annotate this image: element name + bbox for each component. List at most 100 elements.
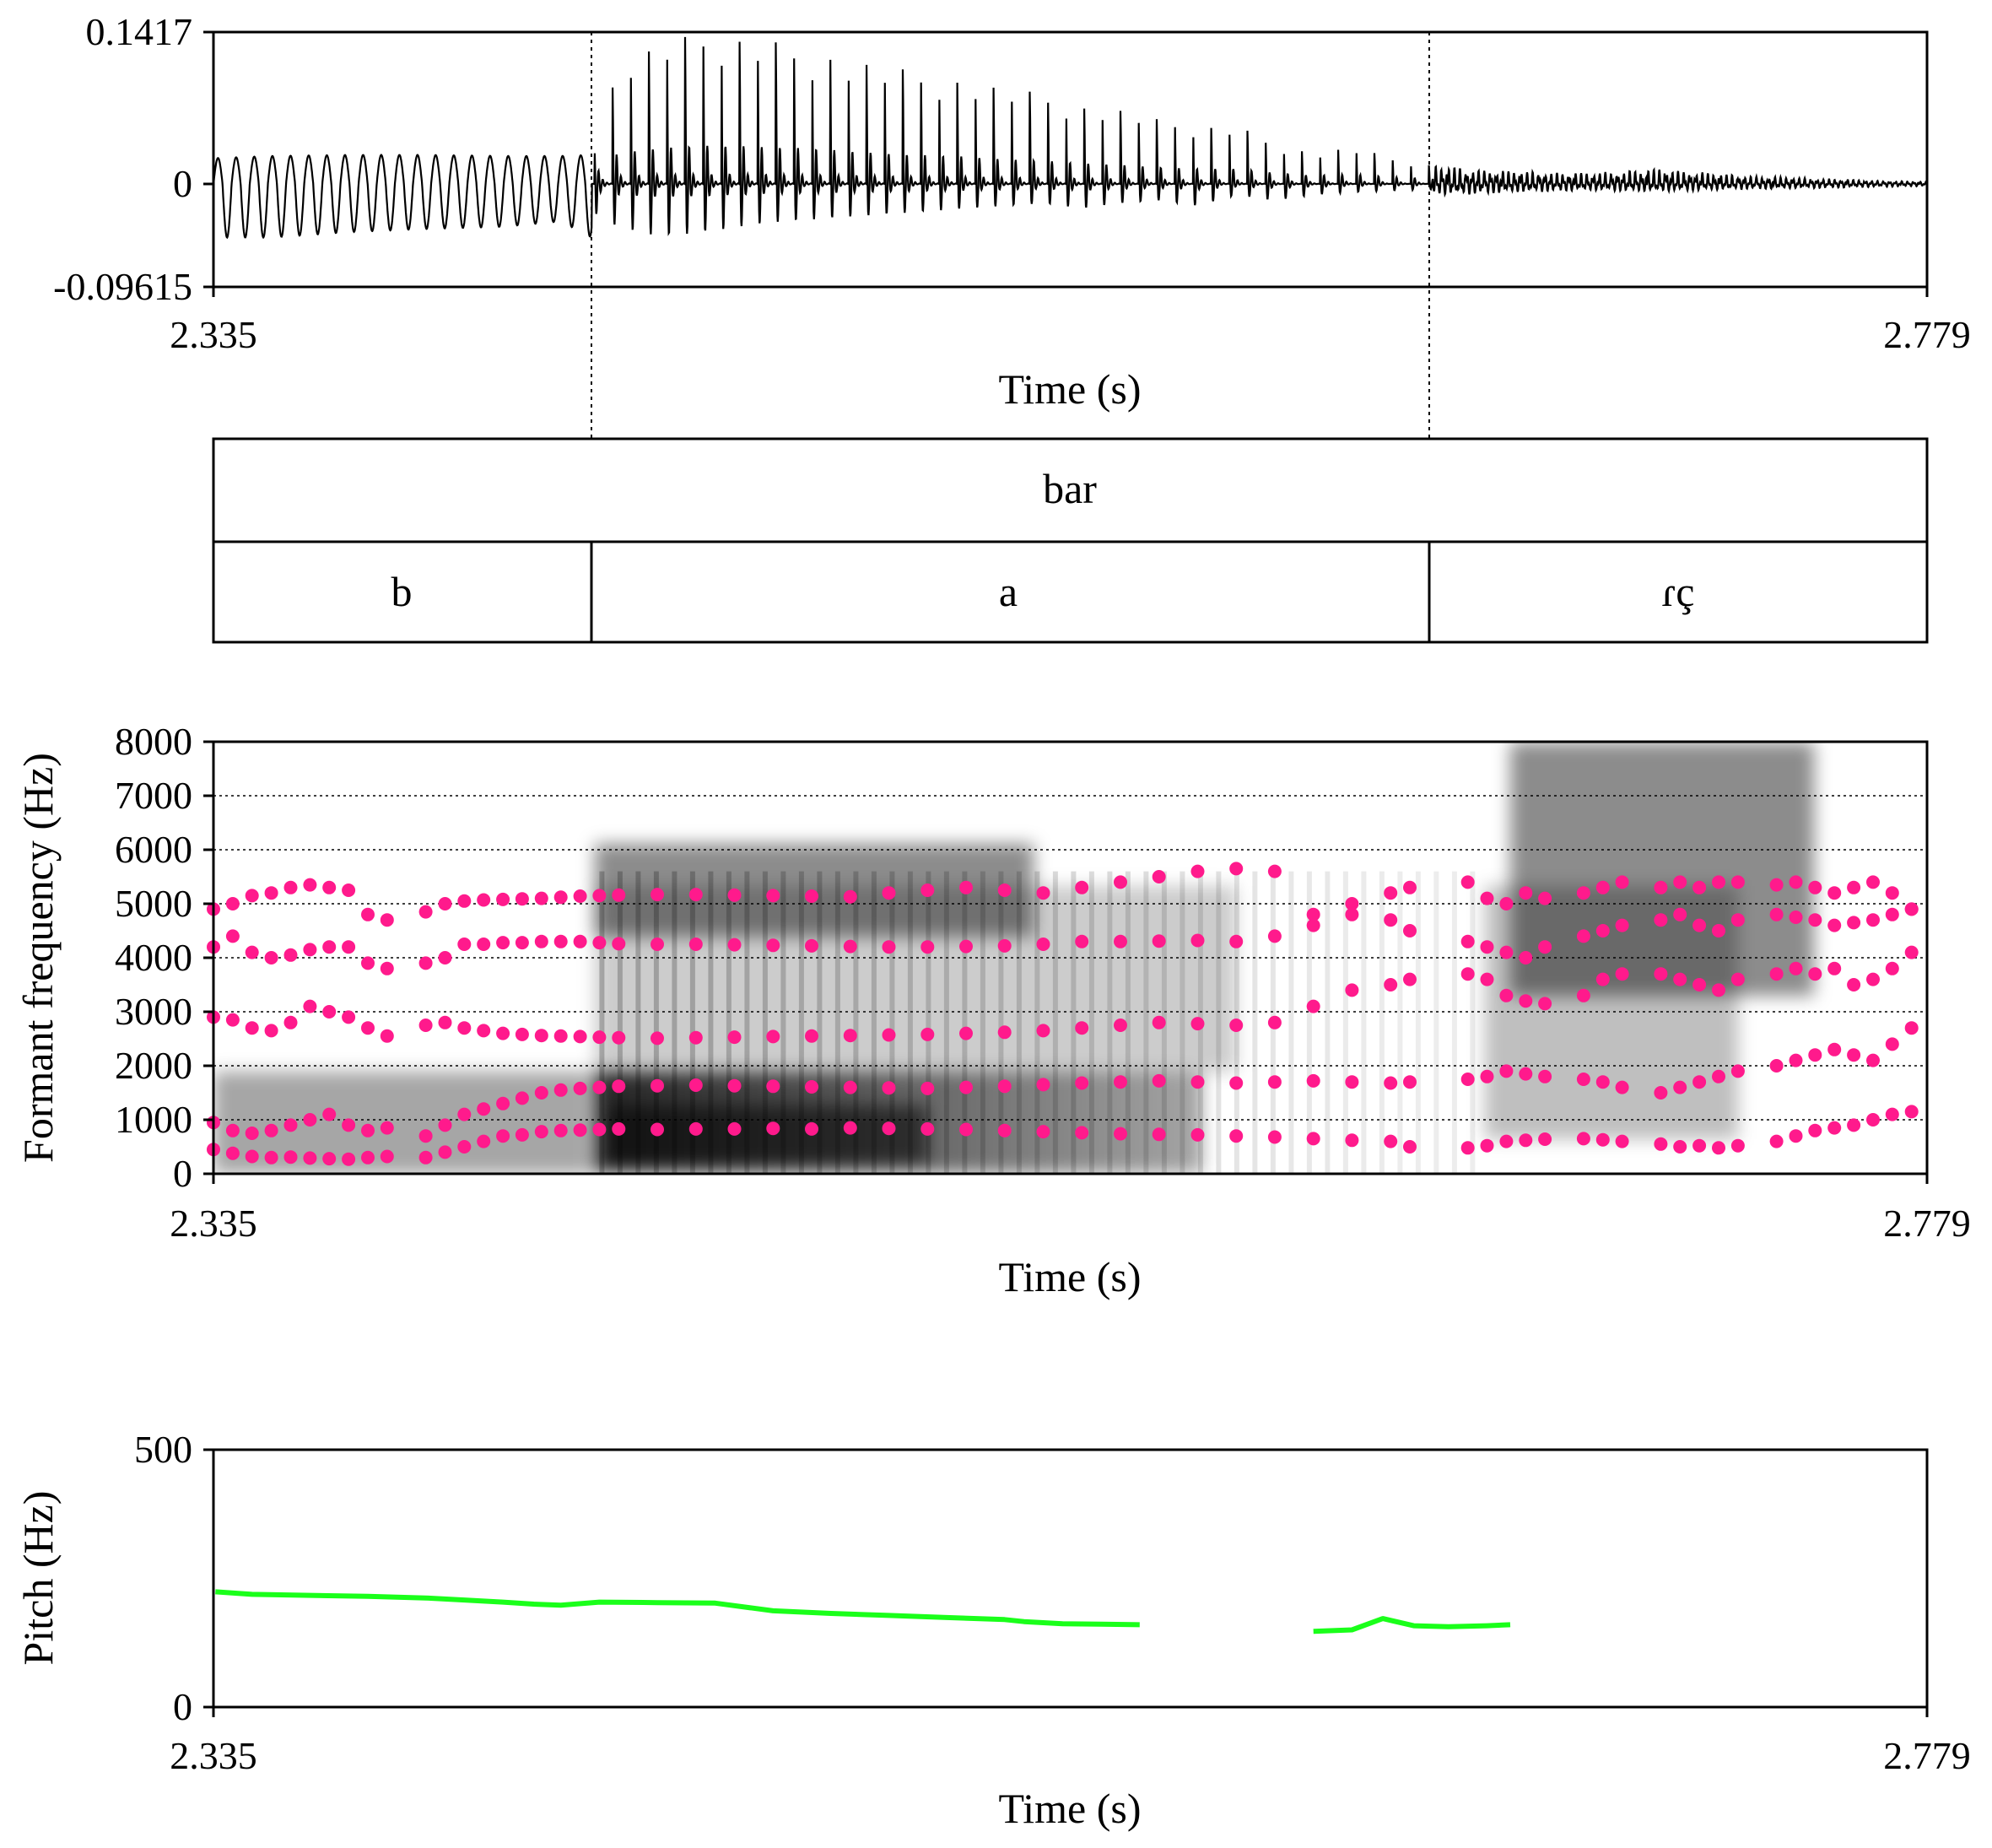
formant-point-f3 [573,1029,587,1044]
spectrogram-ytick-label: 2000 [115,1044,192,1087]
formant-point-f4 [959,939,973,954]
formant-point-f1 [1654,1137,1668,1151]
formant-point-f5 [438,897,452,910]
formant-point-f4 [997,938,1012,953]
formant-point-f3 [1730,972,1745,986]
glottal-striation [1415,871,1421,1174]
formant-point-f5 [1499,897,1514,910]
formant-point-f3 [322,1005,337,1019]
glottal-striation [1342,871,1348,1174]
formant-point-f2 [1712,1069,1725,1083]
formant-point-f3 [418,1019,433,1032]
formant-point-f5 [418,905,433,919]
formant-point-f1 [1769,1134,1784,1148]
formant-point-f3 [1615,967,1629,981]
formant-point-f2 [1904,1021,1919,1035]
formant-point-f3 [245,1021,259,1035]
formant-point-f5 [997,883,1012,897]
formant-point-f4 [1866,913,1880,927]
formant-point-f5 [1576,886,1590,900]
formant-point-f5 [477,893,491,907]
formant-point-f1 [457,1140,472,1154]
formant-point-f1 [1789,1129,1803,1143]
formant-point-f3 [457,1021,472,1035]
formant-point-f1 [805,1121,818,1136]
formant-point-f3 [361,1021,375,1035]
formant-point-f2 [1114,1075,1127,1089]
formant-point-f3 [283,1015,298,1029]
formant-point-f4 [1075,934,1089,948]
formant-point-f4 [1769,907,1784,921]
formant-point-f3 [1267,1015,1282,1029]
formant-point-f5 [303,878,317,892]
formant-point-f2 [573,1081,587,1095]
formant-point-f5 [245,889,259,903]
formant-point-f1 [1730,1138,1745,1153]
formant-point-f4 [1576,929,1590,943]
glottal-striation [1216,871,1222,1174]
formant-point-f1 [882,1121,896,1136]
glottal-striation [1107,871,1113,1174]
formant-point-f3 [612,1030,626,1045]
formant-point-f3 [1345,983,1359,997]
spectrogram-xtick-label-end: 2.779 [1883,1202,1971,1245]
formant-point-f4 [245,945,259,959]
formant-point-f3 [1808,967,1822,981]
formant-point-f2 [303,1113,317,1127]
glottal-striation [1052,871,1058,1174]
formant-point-f2 [264,1123,278,1137]
waveform-ytick-label-zero: 0 [173,162,192,205]
formant-point-f3 [1403,972,1417,986]
formant-point-f2 [727,1078,742,1093]
formant-point-f4 [322,940,337,954]
glottal-striation [853,871,859,1174]
formant-point-f3 [1499,988,1514,1002]
formant-point-f2 [1229,1076,1244,1090]
formant-point-f1 [1384,1134,1398,1148]
waveform-panel: 0.1417 0 -0.09615 2.335 2.779 Time (s) [53,10,1971,439]
formant-point-f1 [592,1122,607,1137]
formant-point-f1 [1306,1132,1320,1146]
formant-point-f3 [1460,967,1475,981]
glottal-striation [653,871,659,1174]
formant-point-f4 [457,938,472,951]
formant-point-f1 [380,1149,394,1164]
formant-point-f1 [1229,1129,1244,1143]
formant-point-f3 [1036,1024,1050,1038]
formant-point-f2 [805,1080,818,1094]
glottal-striation [907,871,913,1174]
glottal-striation [980,871,985,1174]
formant-point-f3 [727,1030,742,1045]
formant-point-f1 [283,1150,298,1164]
formant-point-f2 [766,1079,780,1094]
formant-point-f5 [1904,902,1919,916]
glottal-striation [1088,871,1094,1174]
formant-point-f5 [1345,897,1359,910]
formant-point-f5 [1730,875,1745,889]
formant-point-f5 [920,883,935,897]
formant-point-f2 [322,1107,337,1121]
glottal-striation [1379,871,1385,1174]
formant-point-f3 [342,1010,356,1024]
pitch-xtick-label-start: 2.335 [170,1734,257,1777]
formant-point-f3 [1712,983,1725,997]
formant-point-f5 [1885,886,1899,900]
glottal-striation [1433,871,1439,1174]
formant-point-f5 [1480,891,1494,905]
formant-point-f1 [1827,1121,1842,1135]
spectrogram-ytick-label: 1000 [115,1098,192,1141]
formant-point-f2 [959,1080,973,1094]
formant-point-f1 [1615,1134,1629,1148]
formant-point-f3 [515,1027,529,1041]
formant-point-f3 [1306,999,1320,1013]
spectrogram-ytick-label: 8000 [115,720,192,763]
waveform-xtick-label-start: 2.335 [170,313,257,356]
formant-point-f2 [843,1080,857,1094]
formant-point-f2 [1519,1067,1533,1081]
formant-point-f3 [805,1029,818,1043]
formant-point-f2 [1576,1073,1590,1086]
glottal-striation [998,871,1004,1174]
glottal-striation [617,871,623,1174]
formant-point-f1 [1808,1123,1822,1137]
